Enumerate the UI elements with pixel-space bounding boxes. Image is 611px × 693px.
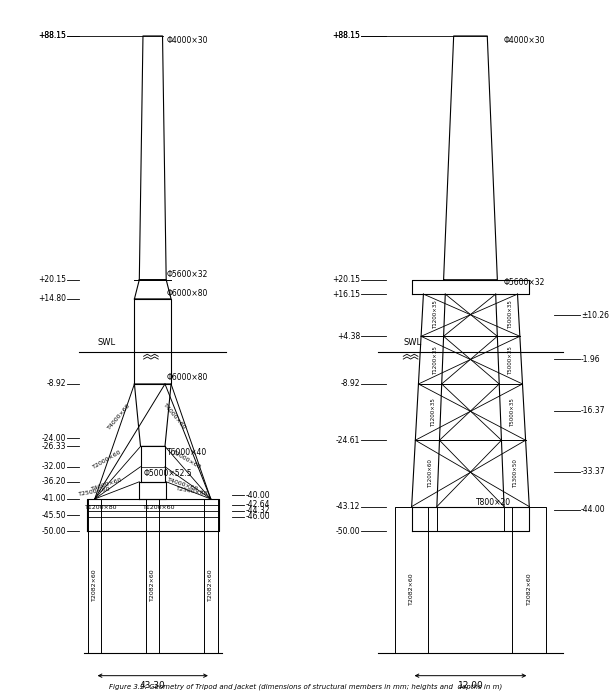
Polygon shape (139, 482, 166, 499)
Text: -33.37: -33.37 (581, 467, 606, 476)
Text: Τ1200×35: Τ1200×35 (433, 346, 437, 375)
Text: Τ5000×35: Τ5000×35 (508, 346, 513, 375)
Text: -16.37: -16.37 (581, 406, 606, 415)
Text: Τ2082×60: Τ2082×60 (409, 572, 414, 605)
Text: Τ800×20: Τ800×20 (475, 498, 511, 507)
Text: +88.15: +88.15 (332, 31, 360, 40)
Text: -42.64: -42.64 (246, 500, 270, 509)
Text: +88.15: +88.15 (38, 31, 66, 40)
Text: +16.15: +16.15 (332, 290, 360, 299)
Polygon shape (139, 36, 166, 280)
Text: Τ4000×60: Τ4000×60 (107, 403, 131, 430)
Text: SWL: SWL (403, 337, 422, 346)
Text: -43.12: -43.12 (335, 502, 360, 511)
Text: Τ5000×35: Τ5000×35 (510, 398, 515, 427)
Text: Τ2000×60: Τ2000×60 (92, 449, 122, 470)
Text: SWL: SWL (98, 337, 116, 346)
Text: -40.00: -40.00 (246, 491, 270, 500)
Text: -41.00: -41.00 (42, 495, 66, 504)
Text: -26.33: -26.33 (42, 442, 66, 451)
Polygon shape (412, 507, 529, 532)
Text: Φ5600×32: Φ5600×32 (167, 270, 208, 279)
Text: Φ4000×30: Φ4000×30 (504, 35, 546, 44)
Text: +20.15: +20.15 (38, 275, 66, 284)
Text: +88.15: +88.15 (38, 31, 66, 40)
Polygon shape (395, 507, 428, 653)
Text: -36.20: -36.20 (42, 477, 66, 486)
Text: Τ2500×80: Τ2500×80 (176, 486, 209, 497)
Polygon shape (437, 507, 504, 532)
Text: ±10.26: ±10.26 (581, 310, 609, 319)
Polygon shape (87, 499, 219, 532)
Text: Τ6000×40: Τ6000×40 (167, 448, 207, 457)
Text: Τ2082×60: Τ2082×60 (92, 569, 97, 602)
Text: -50.00: -50.00 (335, 527, 360, 536)
Text: +4.38: +4.38 (337, 332, 360, 341)
Text: -44.00: -44.00 (581, 505, 606, 514)
Polygon shape (141, 446, 165, 482)
Polygon shape (146, 499, 159, 653)
Text: Τ2000×60: Τ2000×60 (171, 449, 202, 470)
Text: -44.32: -44.32 (246, 507, 270, 516)
Text: Τ1200×60: Τ1200×60 (142, 505, 175, 511)
Text: -8.92: -8.92 (46, 380, 66, 389)
Polygon shape (444, 36, 497, 280)
Text: Τ2082×60: Τ2082×60 (527, 572, 532, 605)
Polygon shape (412, 280, 529, 294)
Text: Φ6000×80: Φ6000×80 (167, 373, 208, 382)
Text: +88.15: +88.15 (332, 31, 360, 40)
Polygon shape (88, 499, 101, 653)
Text: Φ4000×30: Φ4000×30 (167, 35, 208, 44)
Polygon shape (204, 499, 218, 653)
Text: Τ1200×80: Τ1200×80 (84, 505, 117, 511)
Text: 12.00: 12.00 (458, 681, 483, 690)
Polygon shape (134, 384, 171, 446)
Text: Τ4000×60: Τ4000×60 (167, 477, 200, 492)
Text: Τ5000×35: Τ5000×35 (508, 300, 513, 328)
Polygon shape (513, 507, 546, 653)
Text: Τ2082×60: Τ2082×60 (150, 569, 155, 602)
Text: Τ1200×60: Τ1200×60 (428, 459, 433, 489)
Text: Figure 3.2: Geometry of Tripod and Jacket (dimensions of structural members in m: Figure 3.2: Geometry of Tripod and Jacke… (109, 683, 502, 690)
Text: +20.15: +20.15 (332, 275, 360, 284)
Text: Τ2500×60: Τ2500×60 (78, 486, 111, 497)
Text: Τ4000×60: Τ4000×60 (162, 403, 186, 430)
Text: +14.80: +14.80 (38, 295, 66, 304)
Text: -8.92: -8.92 (340, 380, 360, 389)
Text: -24.61: -24.61 (335, 436, 360, 445)
Text: Τ1200×35: Τ1200×35 (433, 300, 437, 328)
Polygon shape (134, 280, 171, 299)
Text: Τ4000×60: Τ4000×60 (90, 477, 123, 492)
Polygon shape (134, 299, 171, 384)
Text: -1.96: -1.96 (581, 355, 601, 364)
Text: -45.50: -45.50 (42, 511, 66, 520)
Text: -50.00: -50.00 (42, 527, 66, 536)
Text: 43.30: 43.30 (140, 681, 166, 690)
Text: Τ1200×35: Τ1200×35 (431, 398, 436, 427)
Text: Φ5600×32: Φ5600×32 (504, 278, 546, 287)
Text: Φ5000×52.5: Φ5000×52.5 (144, 469, 192, 478)
Text: Φ6000×80: Φ6000×80 (167, 290, 208, 299)
Text: Τ1300×50: Τ1300×50 (513, 459, 518, 489)
Text: -46.00: -46.00 (246, 512, 270, 521)
Text: Τ2082×60: Τ2082×60 (208, 569, 213, 602)
Text: -32.00: -32.00 (42, 462, 66, 471)
Text: -24.00: -24.00 (42, 434, 66, 443)
